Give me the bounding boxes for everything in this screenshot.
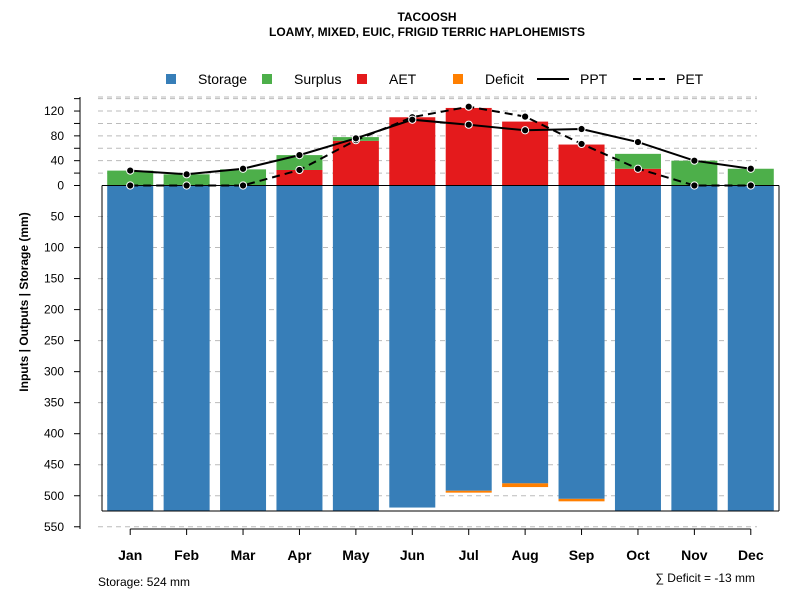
ppt-point [295,150,304,160]
aet-bar [332,140,379,186]
y-tick-label: 250 [44,334,64,348]
pet-point [464,102,473,111]
aet-bar [389,117,436,186]
x-tick-label: Aug [512,547,539,563]
y-tick-label: 0 [57,179,64,193]
y-tick-label: 450 [44,458,64,472]
storage-bar [276,185,323,511]
ppt-point [464,120,473,129]
pet-point [577,139,586,149]
x-tick-label: Nov [681,547,708,563]
storage-bar [614,185,661,511]
y-tick-label: 200 [44,303,64,317]
x-tick-label: Jun [400,547,425,563]
pet-point [126,181,135,190]
storage-bar [558,185,605,499]
chart-legend: Storage Surplus AET Deficit PPT PET [166,71,704,87]
legend-deficit-swatch [453,74,463,84]
y-tick-label: 100 [44,241,64,255]
y-tick-label: 300 [44,365,64,379]
aet-bar [558,144,605,186]
y-tick-label: 500 [44,489,64,503]
legend-storage-swatch [166,74,176,84]
storage-bar [389,185,436,508]
legend-aet-swatch [357,74,367,84]
ppt-point [351,134,360,143]
series-lines [126,102,755,190]
y-tick-label: 150 [44,272,64,286]
x-tick-label: Dec [738,547,764,563]
footer-deficit: ∑ Deficit = -13 mm [655,571,755,585]
legend-aet-label: AET [389,71,417,87]
pet-point [746,181,755,190]
ppt-point [633,137,643,147]
ppt-point [238,164,248,173]
y-tick-label: 80 [51,129,65,143]
x-tick-label: Oct [626,547,650,563]
y-tick-label: 400 [44,427,64,441]
x-tick-label: May [342,547,369,563]
surplus-bar [163,174,210,186]
x-tick-label: Feb [174,547,199,563]
pet-point [633,164,643,173]
bars [102,107,779,511]
pet-point [690,181,699,190]
ppt-point [521,126,530,135]
aet-bar [445,107,492,186]
x-tick-label: Mar [231,547,256,563]
chart-subtitle: LOAMY, MIXED, EUIC, FRIGID TERRIC HAPLOH… [269,25,585,39]
ppt-point [182,170,191,179]
pet-point [521,112,530,121]
legend-deficit-label: Deficit [485,71,524,87]
y-tick-label: 550 [44,520,64,534]
storage-bar [163,185,210,511]
x-tick-label: Jan [118,547,142,563]
storage-bar [727,185,774,511]
storage-bar [332,185,379,511]
x-tick-label: Apr [287,547,312,563]
y-tick-label: 40 [51,154,65,168]
surplus-bar [727,168,774,186]
deficit-bar [445,490,492,493]
legend-ppt-label: PPT [580,71,608,87]
storage-bar [502,185,549,484]
surplus-bar [107,170,154,186]
ppt-point [690,156,699,165]
legend-storage-label: Storage [198,71,247,87]
pet-point [238,181,248,190]
ppt-point [408,115,417,124]
legend-surplus-label: Surplus [294,71,341,87]
ppt-point [577,124,586,134]
storage-bar [671,185,718,511]
storage-bar [220,185,267,511]
ppt-line [130,118,751,176]
surplus-bar [614,153,661,169]
x-tick-label: Jul [459,547,479,563]
deficit-bar [502,483,549,488]
pet-point [295,165,304,175]
ppt-point [126,166,135,175]
ppt-point [746,164,755,173]
x-tick-label: Sep [569,547,595,563]
footer-storage: Storage: 524 mm [98,575,190,589]
chart-title: TACOOSH [397,10,456,24]
pet-point [182,181,191,190]
legend-surplus-swatch [262,74,272,84]
storage-bar [107,185,154,511]
y-axis-label: Inputs | Outputs | Storage (mm) [17,212,31,391]
deficit-bar [558,498,605,502]
storage-bar [445,185,492,491]
axes: 1208040050100150200250300350400450500550… [44,97,780,563]
legend-pet-label: PET [676,71,704,87]
y-tick-label: 50 [51,210,65,224]
y-tick-label: 350 [44,396,64,410]
y-tick-label: 120 [44,104,64,118]
